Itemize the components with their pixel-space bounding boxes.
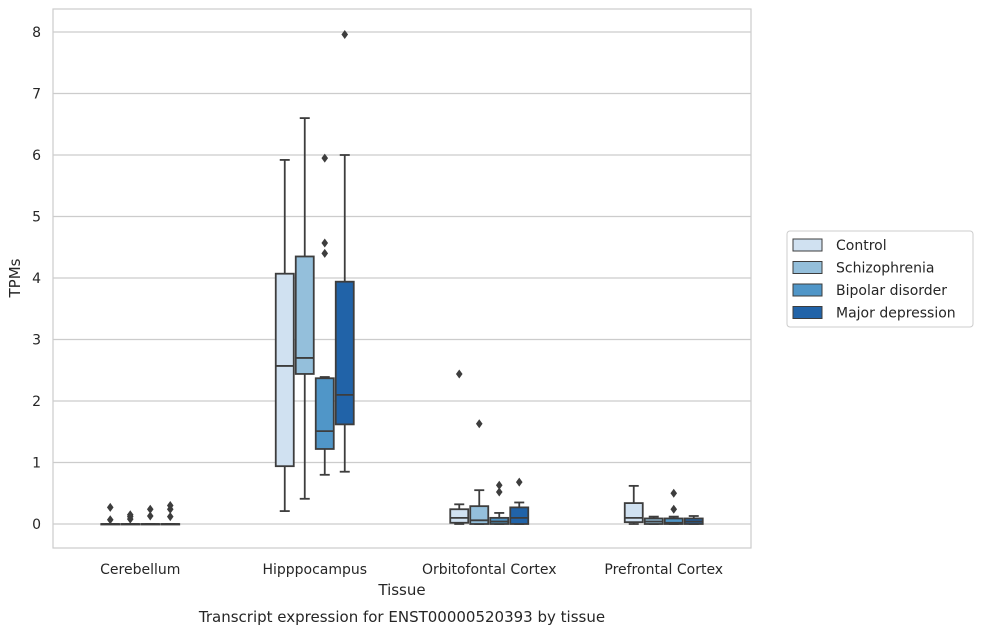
y-tick-label: 8: [32, 25, 41, 41]
legend-label: Schizophrenia: [836, 261, 934, 277]
legend-frame: [786, 230, 974, 328]
y-axis-label: TPMs: [6, 258, 24, 298]
box-group: [294, 117, 315, 500]
y-tick-labels: 0 1 2 3 4 5 6 7 8: [32, 25, 41, 533]
legend-label: Control: [836, 238, 887, 254]
x-axis-label: Tissue: [377, 581, 425, 599]
legend-label: Major depression: [836, 306, 956, 322]
box: [449, 508, 470, 524]
outlier-point: [146, 504, 154, 514]
x-tick-label: Prefrontal Cortex: [604, 562, 723, 578]
plot-area-frame: [52, 8, 752, 549]
outlier-point: [515, 477, 523, 487]
outlier-point: [321, 153, 329, 163]
outlier-point: [321, 238, 329, 248]
outlier-point: [670, 488, 678, 498]
box-group: [274, 159, 295, 512]
y-tick-label: 2: [32, 394, 41, 410]
x-tick-labels: Cerebellum Hipppocampus Orbitofontal Corte…: [100, 562, 723, 578]
y-tick-label: 4: [32, 271, 41, 287]
box: [509, 506, 530, 525]
outlier-point: [495, 487, 503, 497]
box-group: [489, 480, 510, 525]
chart-caption: Transcript expression for ENST0000052039…: [198, 608, 605, 626]
legend: Control Schizophrenia Bipolar disorder Majo…: [786, 230, 974, 328]
outlier-point: [495, 480, 503, 490]
box: [469, 505, 490, 525]
grid-lines: [53, 31, 751, 525]
outlier-point: [106, 515, 114, 525]
box-group: [334, 29, 355, 473]
y-tick-label: 6: [32, 148, 41, 164]
outlier-point: [166, 512, 174, 522]
y-tick-label: 0: [32, 517, 41, 533]
y-tick-label: 5: [32, 210, 41, 226]
box-group: [160, 501, 181, 526]
y-tick-label: 3: [32, 333, 41, 349]
box-group: [663, 488, 684, 525]
outlier-point: [126, 510, 134, 520]
x-tick-label: Orbitofontal Cortex: [422, 562, 557, 578]
y-tick-label: 1: [32, 456, 41, 472]
box-group: [120, 510, 141, 526]
box: [314, 377, 335, 450]
outlier-point: [475, 419, 483, 429]
legend-swatch: [792, 238, 823, 252]
box-group: [314, 153, 335, 476]
legend-swatch: [792, 283, 823, 297]
legend-swatch: [792, 306, 823, 319]
box: [274, 272, 295, 468]
box-group: [643, 515, 664, 525]
outlier-point: [106, 502, 114, 512]
box: [294, 255, 315, 375]
box-group: [100, 502, 121, 526]
x-tick-label: Cerebellum: [100, 562, 180, 578]
box-group: [449, 369, 470, 525]
box-group: [140, 504, 161, 526]
box: [623, 502, 644, 524]
outlier-point: [146, 511, 154, 521]
box-group: [509, 477, 530, 525]
box-group: [623, 484, 644, 525]
box-group: [683, 515, 704, 525]
outlier-point: [455, 369, 463, 379]
box: [663, 517, 684, 525]
y-tick-label: 7: [32, 87, 41, 103]
legend-label: Bipolar disorder: [836, 283, 947, 299]
outlier-point: [321, 248, 329, 258]
legend-swatch: [792, 261, 823, 274]
outlier-point: [166, 501, 174, 511]
box: [334, 280, 355, 426]
boxes: [100, 29, 704, 526]
outlier-point: [341, 29, 349, 39]
box-group: [469, 419, 490, 525]
x-tick-label: Hipppocampus: [262, 562, 367, 578]
outlier-point: [670, 504, 678, 514]
